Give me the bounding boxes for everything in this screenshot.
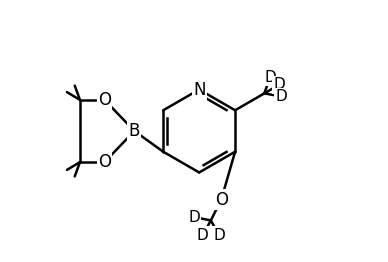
- Text: B: B: [129, 122, 140, 140]
- Text: D: D: [264, 70, 276, 85]
- Text: O: O: [98, 91, 111, 109]
- Text: D: D: [197, 228, 208, 243]
- Text: O: O: [98, 153, 111, 171]
- Text: D: D: [273, 78, 285, 92]
- Text: D: D: [275, 89, 287, 104]
- Text: D: D: [189, 210, 200, 225]
- Text: O: O: [215, 191, 228, 209]
- Text: D: D: [213, 228, 225, 243]
- Text: N: N: [193, 80, 205, 99]
